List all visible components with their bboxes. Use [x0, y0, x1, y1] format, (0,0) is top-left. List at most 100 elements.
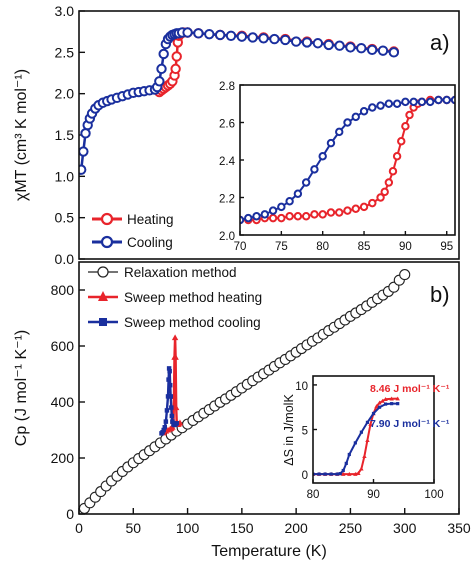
sweep-heating-point — [171, 334, 179, 341]
inset-cooling-point — [376, 101, 385, 110]
sweep-cooling-point — [163, 419, 169, 424]
inset-heating-point — [384, 178, 394, 187]
ytick-label: 1.5 — [55, 127, 75, 143]
cooling-point — [356, 43, 367, 54]
ytick-label: 600 — [51, 338, 75, 354]
xtick-label: 70 — [234, 241, 247, 253]
inset-entropy-cooling-point — [335, 472, 339, 476]
cooling-point — [269, 33, 280, 45]
inset-entropy-cooling-point — [390, 402, 394, 406]
legend-sweep-heating-marker — [88, 291, 118, 301]
panel-b-inset-ylabel: ΔS in J/molK — [282, 394, 296, 466]
panel-b-inset-background — [313, 376, 434, 483]
cooling-point — [193, 28, 204, 39]
relaxation-point — [399, 269, 411, 281]
inset-entropy-cooling-point — [341, 468, 345, 473]
cooling-point — [204, 28, 215, 40]
cooling-point — [156, 63, 167, 75]
ytick-label: 2.6 — [219, 119, 235, 131]
cooling-point — [247, 32, 258, 43]
annotation-cooling-entropy: 7.90 J mol⁻¹ K⁻¹ — [370, 418, 450, 430]
inset-cooling-point — [343, 118, 352, 127]
inset-cooling-point — [293, 189, 303, 198]
xtick-label: 100 — [424, 489, 443, 501]
inset-heating-point — [392, 152, 402, 161]
cooling-point — [258, 33, 269, 44]
xtick-label: 150 — [230, 520, 254, 536]
cooling-point — [334, 40, 345, 51]
cooling-point — [79, 146, 89, 157]
panel-b-series — [79, 269, 411, 514]
inset-entropy-cooling-point — [396, 402, 400, 406]
sweep-cooling-point — [169, 413, 175, 419]
panel-a-inset-axes: 2.0 2.2 2.4 2.6 2.8 70 75 80 85 90 95 — [219, 81, 453, 253]
panel-a-series — [79, 27, 400, 175]
xtick-label: 95 — [440, 241, 453, 253]
inset-heating-point — [343, 206, 352, 215]
inset-cooling-point — [285, 197, 294, 206]
inset-entropy-heating-point — [389, 396, 394, 401]
inset-cooling-point — [384, 99, 394, 108]
inset-cooling-point — [301, 178, 311, 187]
inset-entropy-cooling-point — [329, 472, 333, 476]
cooling-point — [214, 29, 226, 41]
inset-cooling-point — [252, 212, 261, 221]
xtick-label: 0 — [75, 520, 83, 536]
inset-heating-point — [368, 198, 377, 208]
legend-heating-label: Heating — [127, 212, 174, 227]
legend-sweep-cooling-label: Sweep method cooling — [124, 315, 261, 330]
inset-heating-point — [335, 208, 344, 217]
ytick-label: 5 — [302, 426, 308, 438]
ytick-label: 2.0 — [55, 86, 75, 102]
ytick-label: 0 — [302, 470, 308, 482]
ytick-label: 2.2 — [219, 194, 235, 206]
ytick-label: 2.0 — [219, 231, 235, 243]
inset-entropy-heating-point — [365, 438, 370, 442]
inset-heating-point — [268, 213, 278, 223]
inset-cooling-point — [409, 97, 418, 107]
xtick-label: 80 — [307, 489, 320, 501]
xtick-label: 75 — [275, 241, 288, 253]
cooling-point — [323, 39, 334, 51]
xtick-label: 90 — [399, 241, 412, 253]
inset-entropy-cooling-point — [347, 452, 351, 457]
inset-entropy-cooling-point — [377, 405, 382, 409]
inset-cooling-point — [277, 202, 286, 212]
inset-entropy-cooling-point — [323, 472, 327, 476]
heating-point — [170, 63, 181, 75]
xtick-label: 250 — [339, 520, 363, 536]
cooling-point — [280, 34, 291, 46]
ytick-label: 800 — [51, 282, 75, 298]
cooling-point — [79, 164, 87, 175]
cooling-point — [366, 44, 378, 56]
panel-b-inset-series — [313, 396, 400, 476]
inset-entropy-heating-point — [383, 396, 388, 401]
xtick-label: 80 — [316, 241, 329, 253]
ytick-label: 3.0 — [55, 3, 75, 19]
ytick-label: 0 — [66, 506, 74, 522]
inset-entropy-heating-point — [374, 404, 379, 409]
inset-entropy-cooling-point — [317, 472, 321, 476]
inset-heating-point — [326, 208, 336, 217]
inset-cooling-point — [260, 210, 270, 219]
inset-cooling-point — [318, 152, 327, 161]
legend-cooling-label: Cooling — [127, 235, 173, 250]
sweep-cooling-point — [170, 419, 175, 424]
inset-entropy-heating-point — [395, 396, 400, 401]
cooling-point — [236, 31, 248, 42]
panel-a-inset: 2.0 2.2 2.4 2.6 2.8 70 75 80 85 90 95 — [219, 81, 456, 253]
inset-cooling-point — [359, 107, 369, 116]
inset-cooling-point — [326, 138, 336, 148]
cooling-point — [388, 47, 400, 58]
ytick-label: 1.0 — [55, 168, 75, 184]
inset-cooling-point — [368, 103, 377, 112]
sweep-cooling-point — [174, 421, 179, 426]
inset-entropy-cooling-point — [359, 430, 363, 434]
panel-a-heating-cooling: 0.0 0.5 1.0 1.5 2.0 2.5 3.0 a) χMT (cm³ K mol⁻… — [13, 3, 460, 267]
cooling-point — [312, 38, 324, 49]
legend-relaxation-label: Relaxation method — [124, 265, 237, 280]
xtick-label: 200 — [284, 520, 308, 536]
inset-heating-point — [376, 193, 385, 202]
